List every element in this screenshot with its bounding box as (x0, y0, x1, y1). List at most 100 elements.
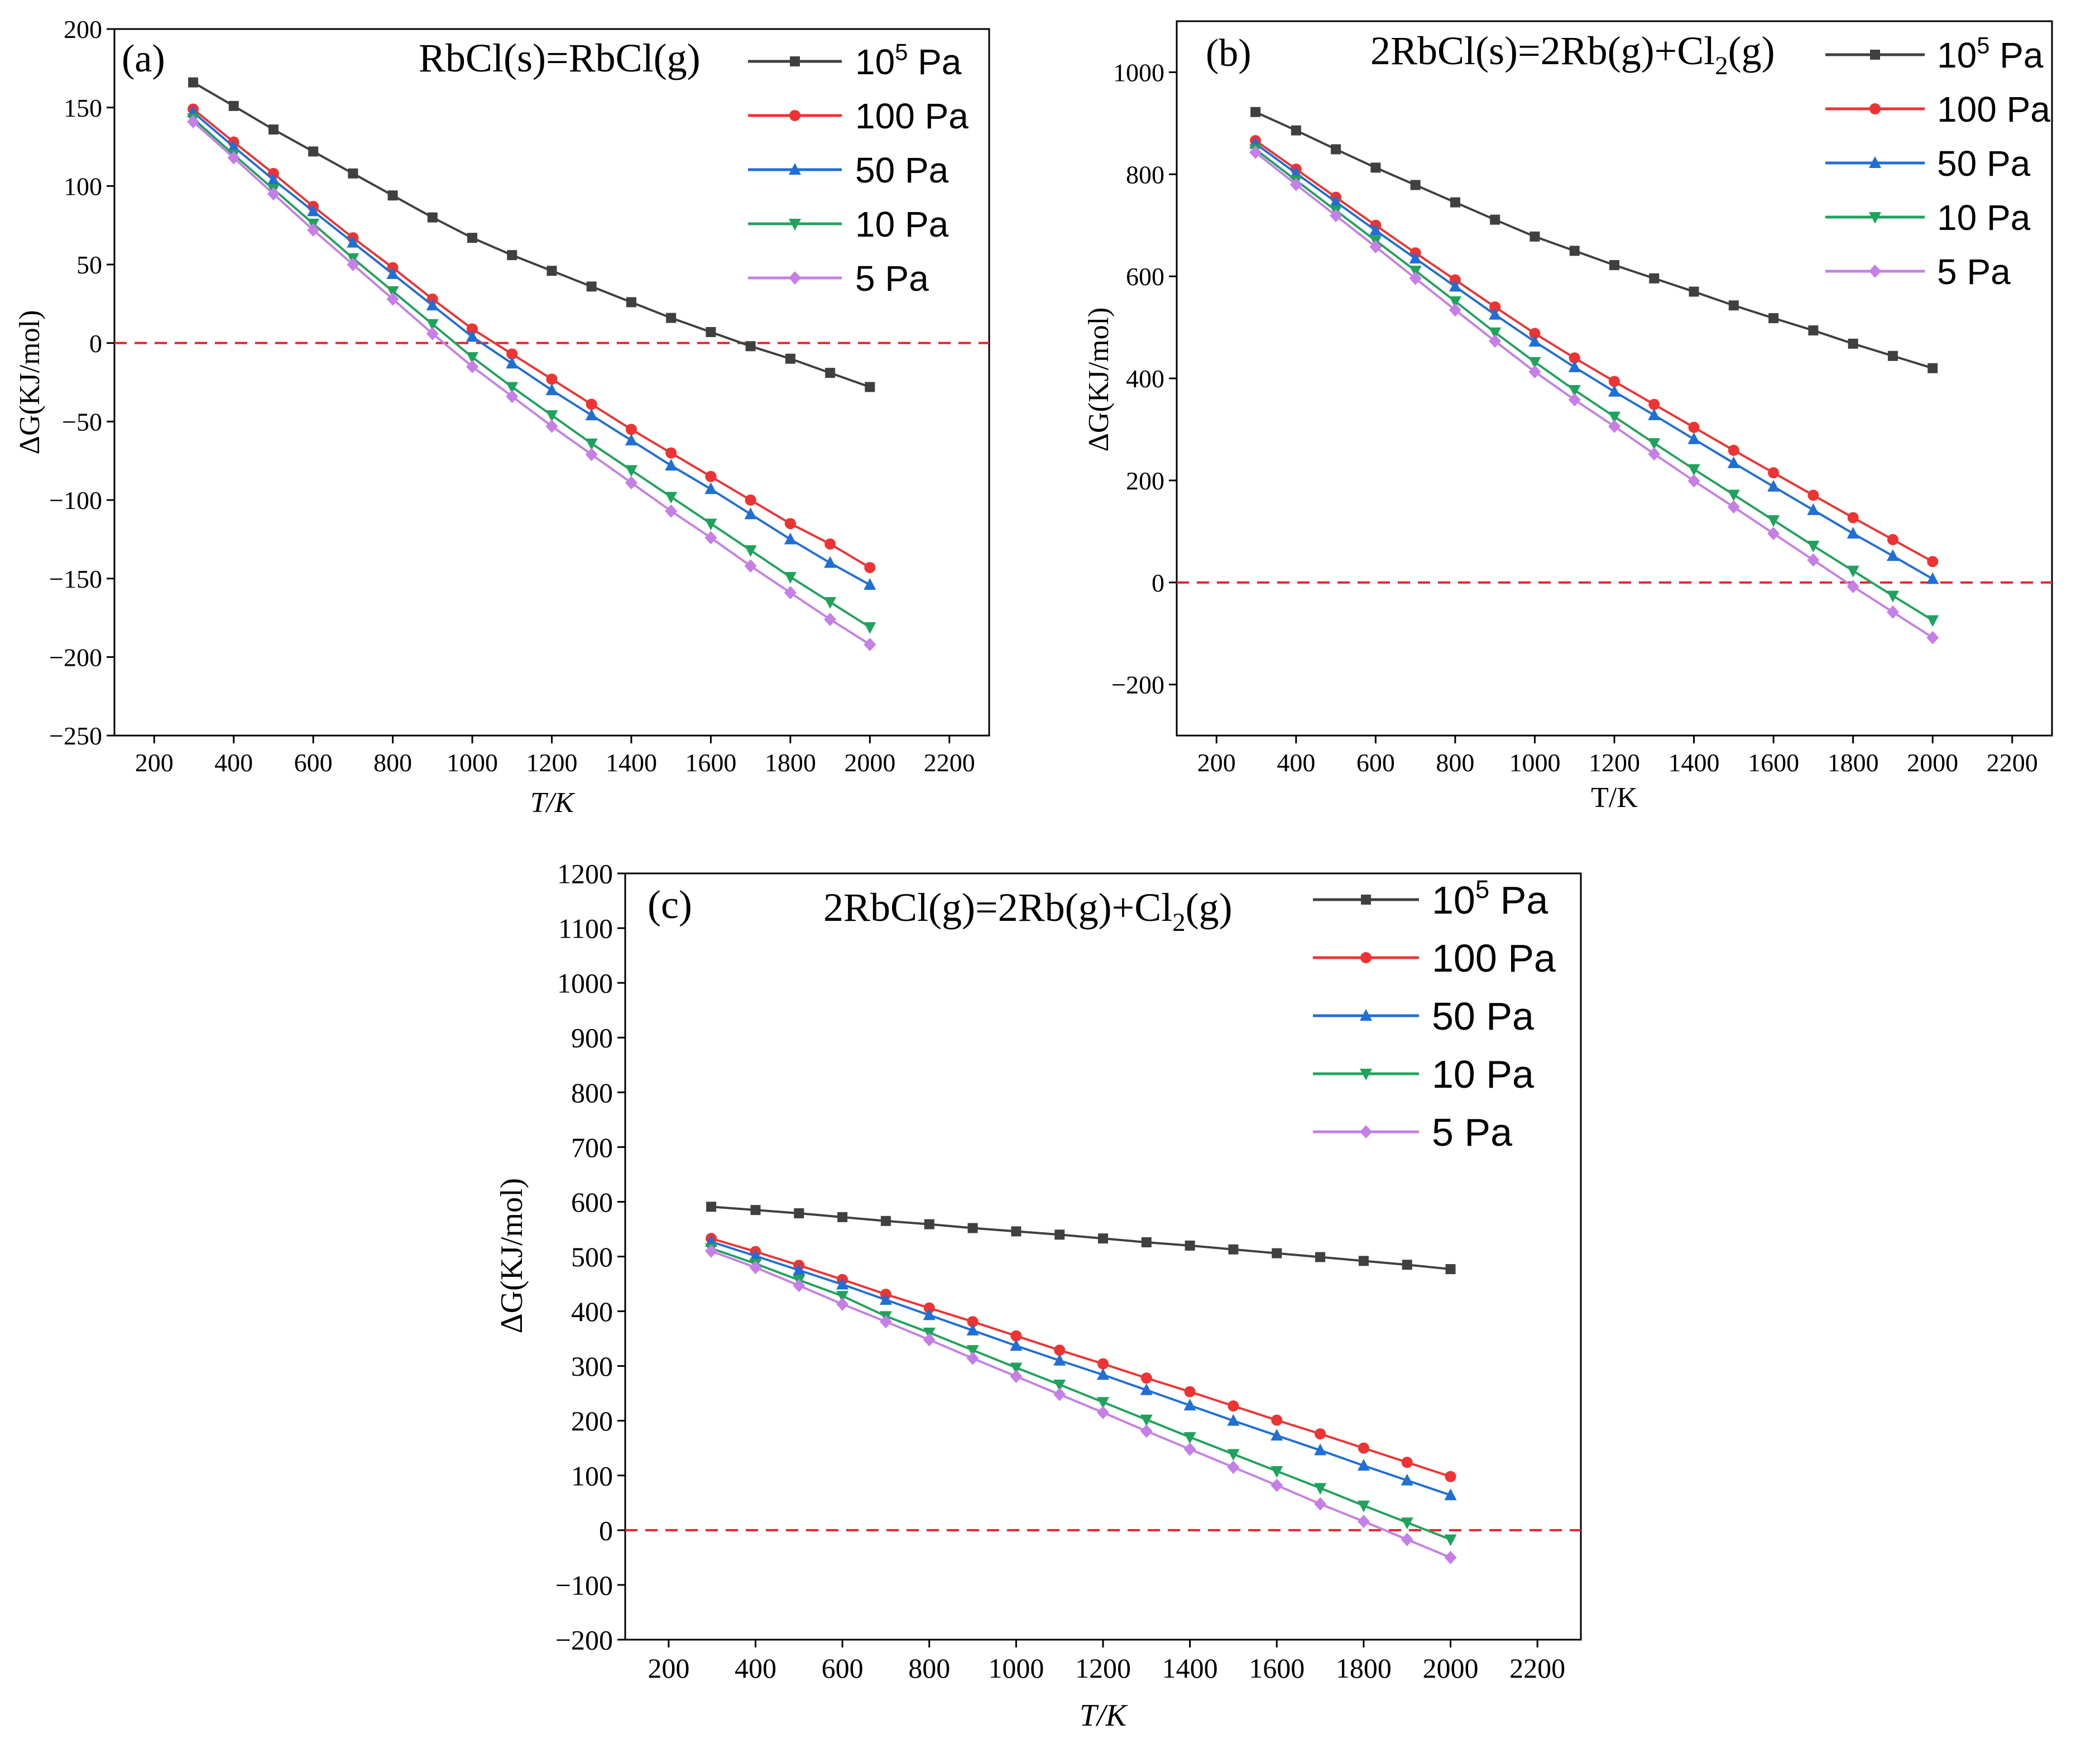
chart-c-series-4-point (1053, 1387, 1066, 1401)
chart-c-series-1-point (967, 1316, 979, 1328)
chart-a-series-1-point (784, 518, 796, 530)
chart-b-y-tick-label: 200 (1126, 467, 1164, 495)
chart-b-series-0-point (1848, 338, 1858, 349)
chart-c-series-4-point (923, 1333, 936, 1347)
chart-b-series-2-point (1409, 252, 1422, 264)
chart-b-series-0-point (1928, 363, 1938, 373)
chart-c-x-tick-label: 1800 (1336, 1652, 1392, 1684)
chart-c-legend-marker-4 (1360, 1125, 1372, 1138)
chart-a-y-tick-label: −100 (49, 486, 102, 515)
chart-b-x-tick-label: 2000 (1907, 748, 1958, 777)
chart-a-series-line-1 (192, 108, 871, 569)
chart-b-series-4-point (1926, 631, 1939, 645)
chart-b-series-3-point (1409, 266, 1422, 278)
chart-b-series-4-point (1847, 580, 1859, 594)
chart-b-series-2-point (1449, 280, 1461, 292)
chart-a-series-4-point (665, 504, 678, 518)
chart-c-series-0-point (880, 1216, 891, 1226)
chart-b: 200 400 600 800 1000 1200 1400 1600 1800 2000 2200… (1083, 20, 2053, 814)
chart-b-x-tick-label: 800 (1436, 748, 1474, 777)
chart-b-series-4-point (1608, 419, 1620, 433)
chart-b-series-line-3 (1254, 148, 1934, 622)
chart-a-series-0-point (188, 77, 199, 88)
chart-c-series-0-point (1228, 1244, 1239, 1255)
chart-a-series-3-point (585, 438, 598, 450)
chart-a-series-4-point (744, 559, 757, 573)
chart-b-legend-marker-0 (1870, 50, 1880, 60)
chart-a-series-3-point (506, 382, 519, 394)
chart-b-series-3-point (1807, 540, 1820, 553)
chart-b-legend-marker-3 (1869, 212, 1881, 224)
chart-c-x-tick-label: 1000 (988, 1652, 1044, 1684)
chart-b-series-3-point (1568, 385, 1581, 397)
chart-c-series-0-point (1358, 1256, 1369, 1266)
chart-c-series-0-point (1315, 1252, 1326, 1262)
chart-c-y-tick-label: 300 (571, 1351, 613, 1382)
chart-c-series-4-point (836, 1297, 849, 1311)
chart-c-y-tick-label: −100 (555, 1569, 613, 1601)
chart-c-series-2-point (1053, 1353, 1066, 1366)
chart-a-y-tick-label: 150 (64, 94, 102, 122)
chart-a-series-0-point (387, 190, 398, 201)
chart-a-series-4-point (704, 531, 717, 545)
chart-a-series-2-point (625, 434, 637, 446)
chart-c-series-0-point (750, 1205, 761, 1216)
chart-b-series-3-point (1489, 327, 1502, 339)
chart-b-series-3-point (1449, 296, 1461, 308)
chart-a-series-3-point (864, 622, 876, 634)
chart-b-series-0-point (1291, 125, 1301, 136)
chart-b-series-0-point (1331, 144, 1341, 155)
chart-a-series-2-point (824, 556, 837, 568)
chart-b-series-0-point (1490, 214, 1500, 225)
chart-b-series-1-point (1529, 328, 1541, 339)
chart-b-series-4-point (1489, 334, 1502, 348)
chart-a-series-3-point (784, 571, 797, 584)
chart-a-series-2-point (704, 482, 717, 494)
chart-b-series-3-point (1886, 590, 1899, 603)
chart-c-series-4-point (1183, 1442, 1196, 1456)
chart-b-series-4-point (1289, 177, 1302, 191)
chart-c-series-1-point (1228, 1400, 1239, 1412)
chart-c-series-4-point (1010, 1370, 1023, 1383)
chart-a-series-2-point (744, 507, 757, 520)
chart-c-y-tick-label: 100 (571, 1460, 613, 1491)
chart-a-series-2-point (466, 330, 479, 342)
chart-c-series-3-point (1010, 1362, 1023, 1375)
chart-a-series-4-point (307, 223, 320, 237)
chart-b-series-2-point (1568, 360, 1581, 372)
chart-a-series-0-point (626, 297, 636, 308)
chart-c-y-tick-label: 700 (571, 1132, 613, 1163)
chart-c-series-3-point (1053, 1379, 1066, 1391)
chart-c-x-tick-label: 400 (735, 1652, 776, 1684)
chart-b-x-tick-label: 1200 (1589, 748, 1640, 777)
chart-c-series-1-point (1184, 1386, 1196, 1397)
chart-b-series-2-point (1489, 308, 1502, 320)
chart-c-series-line-0 (711, 1205, 1451, 1271)
chart-b-series-2-point (1289, 166, 1302, 179)
chart-a-series-2-point (227, 140, 240, 152)
chart-a-series-2-point (585, 409, 598, 421)
chart-c-series-4-point (1140, 1424, 1153, 1438)
chart-c-x-tick-label: 800 (908, 1652, 950, 1684)
chart-a-series-1-point (745, 494, 756, 506)
chart-a-series-4-point (625, 476, 637, 490)
chart-a-series-4-point (426, 326, 439, 340)
chart-c-y-tick-label: 800 (571, 1077, 613, 1108)
chart-c-series-3-point (1357, 1500, 1370, 1512)
chart-a-x-tick-label: 1000 (447, 748, 498, 777)
chart-a-y-tick-label: 100 (64, 172, 102, 200)
chart-c-series-1-point (1140, 1372, 1152, 1384)
chart-c-series-2-point (1183, 1399, 1196, 1411)
chart-b-series-2-point (1767, 479, 1780, 492)
chart-b-y-axis-label: ΔG(KJ/mol) (1083, 308, 1115, 452)
chart-b-series-1-point (1688, 421, 1700, 433)
chart-a-series-2-point (347, 236, 359, 248)
chart-b-series-1-point (1807, 489, 1819, 501)
chart-c-legend-label-0: 105 Pa (1432, 875, 1548, 922)
chart-b-series-0-point (1370, 162, 1381, 173)
chart-c-series-line-3 (711, 1247, 1451, 1541)
chart-a-legend-marker-2 (789, 163, 801, 175)
chart-c-series-3-point (1401, 1517, 1413, 1530)
chart-a-series-3-point (665, 492, 678, 504)
chart-b-series-line-0 (1255, 111, 1933, 369)
